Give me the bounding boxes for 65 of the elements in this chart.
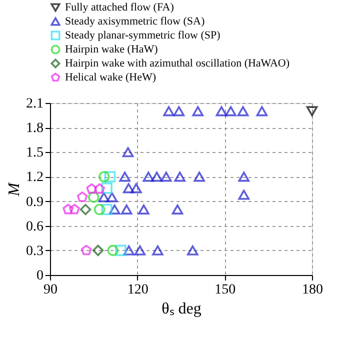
point (115, 244, 126, 256)
point (122, 183, 134, 194)
point (237, 106, 249, 116)
point (130, 183, 142, 194)
legend-label: Steady planar-symmetric flow (SP) (65, 30, 221, 42)
point (194, 172, 205, 182)
point (238, 172, 250, 182)
point (138, 204, 150, 214)
x-tick-label: 150 (214, 282, 236, 298)
y-tick-label: 1.8 (26, 121, 44, 136)
point (123, 245, 135, 256)
point (120, 204, 132, 214)
point (216, 106, 228, 116)
point (107, 244, 119, 256)
y-axis-title: M (6, 181, 23, 198)
point (192, 106, 204, 116)
point (142, 172, 154, 182)
x-tick-label: 180 (302, 282, 323, 298)
y-tick-label: 0.6 (26, 219, 44, 234)
point (172, 204, 184, 214)
point (101, 182, 112, 194)
point (151, 172, 162, 182)
point (80, 244, 92, 256)
point (69, 204, 80, 214)
legend-label: Helical wake (HeW) (65, 72, 156, 84)
point (163, 106, 174, 116)
y-tick-label: 0.9 (26, 194, 44, 210)
point (108, 204, 120, 214)
point (160, 172, 172, 182)
point (94, 204, 106, 216)
point (92, 244, 104, 256)
point (225, 106, 236, 116)
point (98, 192, 110, 202)
point (134, 245, 146, 256)
point (88, 192, 100, 203)
point (86, 183, 98, 194)
point (256, 106, 268, 116)
point (80, 204, 92, 216)
point (173, 106, 185, 116)
point (106, 192, 118, 202)
point (101, 204, 112, 216)
point (62, 204, 74, 214)
point (119, 172, 130, 182)
y-tick-label: 0 (36, 268, 44, 284)
y-tick-label: 1.2 (26, 170, 44, 186)
x-tick-label: 90 (44, 282, 58, 298)
legend-label: Steady axisymmetric flow (SA) (65, 16, 205, 28)
point (238, 190, 250, 200)
x-axis-title: θₛ deg (162, 300, 202, 318)
legend-label: Hairpin wake with azimuthal oscillation (HaWAO) (65, 58, 290, 70)
point (152, 245, 164, 256)
y-tick-label: 0.3 (26, 244, 44, 259)
point (122, 147, 134, 158)
legend-label: Fully attached flow (FA) (65, 2, 174, 14)
y-tick-label: 2.1 (26, 96, 44, 112)
point (98, 171, 110, 182)
legend-label: Hairpin wake (HaW) (65, 44, 158, 56)
point (174, 172, 186, 182)
point (76, 192, 88, 202)
point (94, 183, 105, 194)
y-tick-label: 1.5 (26, 146, 44, 161)
x-tick-label: 120 (127, 282, 148, 298)
point (104, 171, 116, 182)
point (187, 245, 198, 256)
point (306, 106, 318, 116)
